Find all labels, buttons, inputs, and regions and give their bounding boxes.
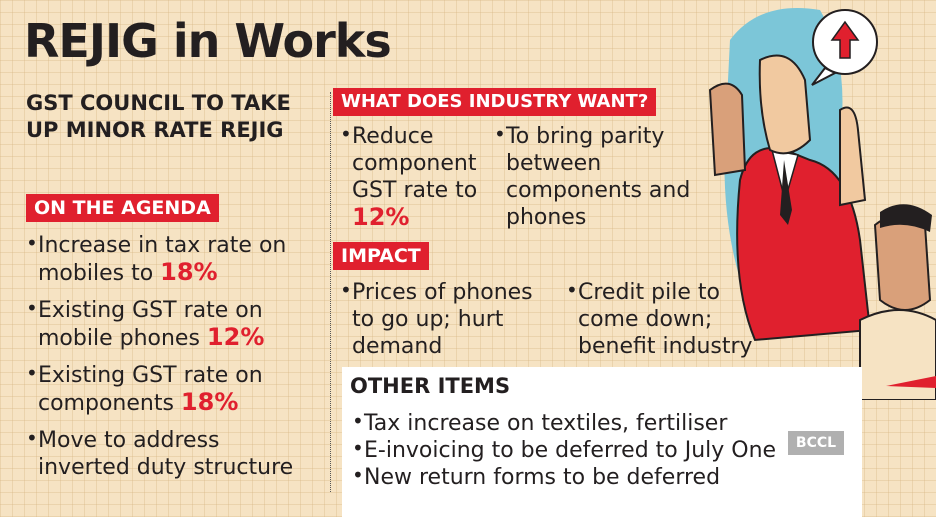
page-subtitle: GST COUNCIL TO TAKE UP MINOR RATE REJIG [26,91,291,142]
industry-list-2: To bring parity between components and p… [494,121,714,231]
list-item: Prices of phones to go up; hurt demand [340,277,560,360]
people-illustration [708,8,936,400]
list-item: To bring parity between components and p… [494,121,714,231]
list-item: Tax increase on textiles, fertiliser [352,408,832,437]
up-arrow-icon [830,20,860,59]
list-item: New return forms to be deferred [352,462,832,491]
list-item: E-invoicing to be deferred to July One [352,435,832,464]
person-right [873,214,932,311]
industry-heading: WHAT DOES INDUSTRY WANT? [333,88,657,116]
raised-arm [839,106,867,207]
column-divider [330,92,331,492]
agenda-list: Increase in tax rate on mobiles to 18% E… [26,230,316,481]
person-face [758,54,812,155]
impact-heading: IMPACT [333,242,429,270]
agenda-heading: ON THE AGENDA [26,194,219,222]
industry-list-1: Reduce component GST rate to 12% [340,121,490,232]
list-item: Existing GST rate on mobile phones 12% [26,295,316,352]
list-item: Reduce component GST rate to 12% [340,121,490,232]
person-left [708,82,747,177]
impact-list-1: Prices of phones to go up; hurt demand [340,277,560,360]
page-title: REJIG in Works [24,14,392,68]
other-items-heading: OTHER ITEMS [350,374,511,398]
list-item: Credit pile to come down; benefit indust… [566,277,776,360]
list-item: Existing GST rate on components 18% [26,360,316,417]
person-red-jacket [736,147,872,342]
bccl-watermark: BCCL [788,431,844,455]
impact-list-2: Credit pile to come down; benefit indust… [566,277,776,360]
list-item: Increase in tax rate on mobiles to 18% [26,230,316,287]
other-items-list: Tax increase on textiles, fertiliser E-i… [352,408,832,491]
list-item: Move to address inverted duty structure [26,425,316,481]
